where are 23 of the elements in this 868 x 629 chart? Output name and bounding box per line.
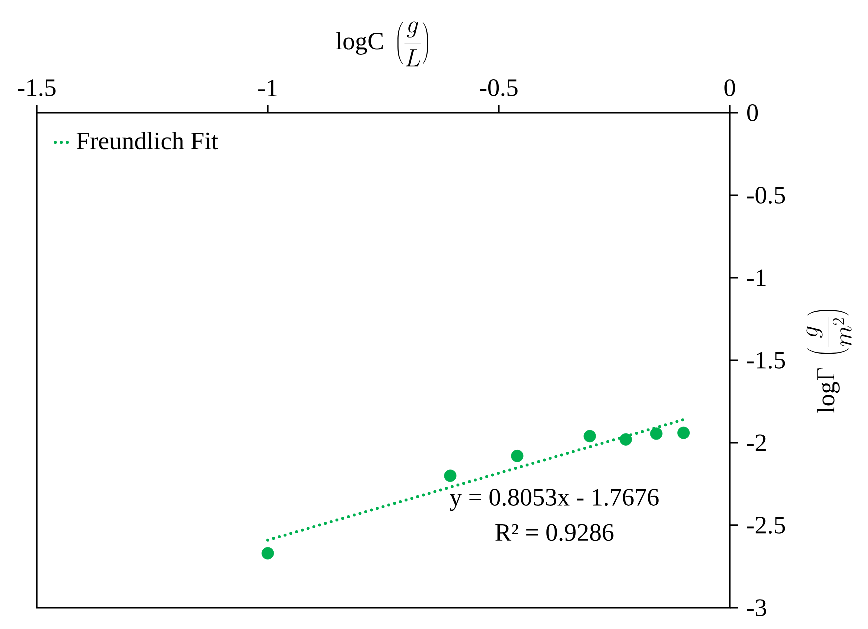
point [262, 547, 274, 560]
x-tick-label: -1.5 [18, 80, 56, 96]
y-tick-label: -1.5 [747, 352, 786, 369]
annotation: R² = 0.9286 [496, 524, 614, 542]
y-tick-label: -3 [747, 600, 766, 616]
x-axis-title: $\mathrm{logC}\ \left(\frac{g}{L}\right)$ [336, 22, 428, 67]
y-tick-label: -2 [747, 434, 766, 452]
point [620, 433, 632, 446]
y-tick-label: 0 [747, 104, 758, 122]
y-tick-label: -0.5 [747, 187, 786, 204]
point [584, 430, 596, 443]
legend-label: Freundlich Fit [76, 132, 218, 150]
y-tick-label: -1 [747, 270, 766, 286]
x-tick-label: -1 [258, 80, 277, 96]
x-tick-label: -0.5 [480, 79, 518, 96]
point [444, 470, 457, 482]
y-axis-title: $\mathrm{log}\Gamma\ \left(\frac{g}{m^2}\right)$ [806, 310, 852, 414]
annotation: y = 0.8053x - 1.7676 [450, 489, 659, 512]
x-tick-label: 0 [724, 80, 736, 96]
y-tick-label: -2.5 [747, 517, 786, 534]
point [511, 450, 524, 462]
point [650, 428, 663, 440]
point [678, 426, 690, 440]
